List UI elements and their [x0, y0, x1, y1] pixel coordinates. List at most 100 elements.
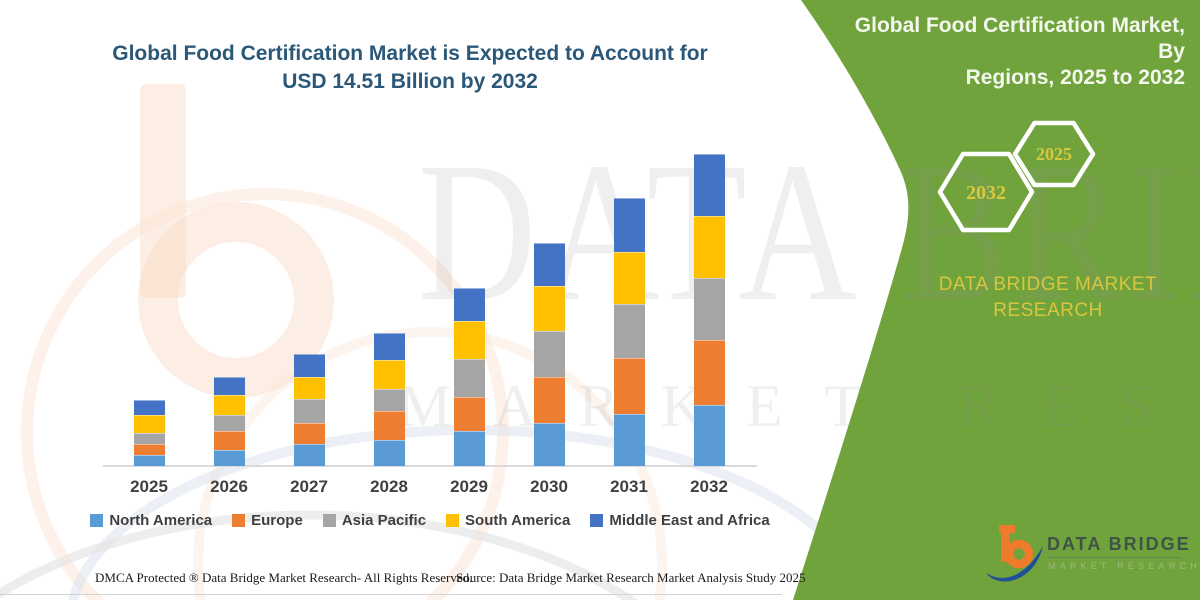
bar-segment-2029-middle-east-and-africa	[453, 288, 485, 321]
legend-swatch-icon	[446, 514, 460, 527]
legend-label: North America	[109, 512, 213, 529]
bar-segment-2030-south-america	[533, 285, 565, 332]
bar-2030	[533, 243, 565, 466]
side-panel-title-line1: Global Food Certification Market, By	[854, 14, 1185, 63]
bar-segment-2026-asia-pacific	[213, 414, 245, 431]
bar-segment-2026-middle-east-and-africa	[213, 376, 245, 395]
bar-segment-2028-asia-pacific	[373, 389, 405, 411]
legend-swatch-icon	[232, 514, 246, 527]
hexagon-2032	[937, 151, 1035, 233]
company-logo: DATA BRIDGE MARKET RESEARCH	[985, 522, 1197, 592]
legend-item-europe: Europe	[232, 512, 303, 529]
bar-segment-2032-south-america	[693, 215, 725, 279]
bar-2026	[213, 376, 245, 466]
company-logo-icon	[987, 525, 1043, 582]
x-axis-label-2029: 2029	[450, 477, 488, 496]
bar-segment-2031-middle-east-and-africa	[613, 198, 645, 253]
bar-segment-2031-north-america	[613, 413, 645, 466]
watermark-arc-gray	[0, 510, 639, 600]
x-axis-label-2030: 2030	[530, 477, 568, 496]
side-panel-title: Global Food Certification Market, By Reg…	[825, 13, 1185, 91]
bar-2029	[453, 288, 485, 466]
bar-segment-2025-north-america	[133, 455, 165, 466]
bar-segment-2026-north-america	[213, 450, 245, 466]
x-axis-label-2028: 2028	[370, 477, 408, 496]
bar-segment-2031-asia-pacific	[613, 303, 645, 359]
watermark-arc-peach-2	[193, 327, 667, 600]
chart-title-line1: Global Food Certification Market is Expe…	[112, 42, 708, 65]
legend-label: South America	[465, 512, 571, 529]
x-axis-line	[103, 465, 757, 467]
bar-segment-2028-europe	[373, 410, 405, 440]
bar-segment-2025-asia-pacific	[133, 432, 165, 445]
chart-title: Global Food Certification Market is Expe…	[95, 40, 725, 96]
company-logo-subname: MARKET RESEARCH	[1048, 561, 1200, 571]
bar-segment-2032-asia-pacific	[693, 278, 725, 341]
legend-item-middle-east-and-africa: Middle East and Africa	[590, 512, 770, 529]
bar-segment-2026-europe	[213, 430, 245, 451]
watermark-b-stem	[140, 84, 186, 298]
bar-2031	[613, 198, 645, 466]
green-panel-shape	[793, 0, 1200, 600]
legend-label: Middle East and Africa	[609, 512, 770, 529]
x-axis-label-2031: 2031	[610, 477, 648, 496]
bar-segment-2026-south-america	[213, 394, 245, 415]
bar-segment-2030-asia-pacific	[533, 331, 565, 377]
brand-wordmark-line1: DATA BRIDGE MARKET	[938, 274, 1158, 295]
bar-segment-2028-north-america	[373, 440, 405, 466]
chart-legend: North America Europe Asia Pacific South Ame…	[90, 512, 770, 529]
x-axis-label-2025: 2025	[130, 477, 168, 496]
bar-segment-2028-middle-east-and-africa	[373, 332, 405, 361]
company-logo-name: DATA BRIDGE	[1047, 534, 1191, 554]
x-axis-label-2032: 2032	[690, 477, 728, 496]
brand-wordmark-line2: RESEARCH	[993, 300, 1103, 321]
x-axis-label-2027: 2027	[290, 477, 328, 496]
bar-2027	[293, 354, 325, 466]
chart-title-line2: USD 14.51 Billion by 2032	[282, 70, 538, 93]
bar-segment-2025-middle-east-and-africa	[133, 400, 165, 416]
bar-segment-2032-europe	[693, 340, 725, 405]
legend-item-north-america: North America	[90, 512, 212, 529]
side-panel-title-line2: Regions, 2025 to 2032	[965, 66, 1185, 89]
legend-swatch-icon	[590, 514, 604, 527]
bar-2025	[133, 400, 165, 466]
footer-divider	[0, 594, 782, 595]
footer-source-text: Source: Data Bridge Market Research Mark…	[456, 570, 806, 585]
bar-segment-2032-north-america	[693, 404, 725, 466]
bar-segment-2027-asia-pacific	[293, 398, 325, 424]
hexagon-2025	[1012, 120, 1096, 188]
footer-dmca-text: DMCA Protected ® Data Bridge Market Rese…	[95, 570, 473, 585]
bar-2028	[373, 332, 405, 466]
legend-swatch-icon	[90, 514, 104, 527]
bar-2032	[693, 154, 725, 466]
legend-label: Asia Pacific	[341, 512, 427, 529]
hexagon-2025-label: 2025	[1036, 144, 1072, 164]
legend-item-asia-pacific: Asia Pacific	[322, 512, 427, 529]
bar-segment-2027-north-america	[293, 444, 325, 466]
x-axis-label-2026: 2026	[210, 477, 248, 496]
bar-segment-2031-south-america	[613, 252, 645, 304]
bar-segment-2027-europe	[293, 423, 325, 445]
bar-segment-2032-middle-east-and-africa	[693, 154, 725, 216]
bar-segment-2027-middle-east-and-africa	[293, 354, 325, 378]
bar-segment-2030-middle-east-and-africa	[533, 243, 565, 286]
bar-segment-2025-europe	[133, 444, 165, 456]
bar-segment-2029-north-america	[453, 430, 485, 466]
bar-segment-2029-asia-pacific	[453, 359, 485, 397]
legend-swatch-icon	[322, 514, 336, 527]
brand-wordmark: DATA BRIDGE MARKET RESEARCH	[918, 272, 1178, 324]
legend-label: Europe	[251, 512, 303, 529]
bar-segment-2029-south-america	[453, 320, 485, 360]
year-hexagons: 2032 2025	[937, 120, 1096, 233]
hexagon-2032-label: 2032	[966, 182, 1006, 204]
bar-segment-2028-south-america	[373, 360, 405, 390]
bar-segment-2029-europe	[453, 396, 485, 431]
legend-item-south-america: South America	[446, 512, 570, 529]
bar-segment-2030-europe	[533, 376, 565, 423]
bar-segment-2031-europe	[613, 358, 645, 414]
bar-segment-2030-north-america	[533, 422, 565, 466]
company-logo-rule	[1047, 557, 1181, 558]
bar-segment-2025-south-america	[133, 415, 165, 433]
